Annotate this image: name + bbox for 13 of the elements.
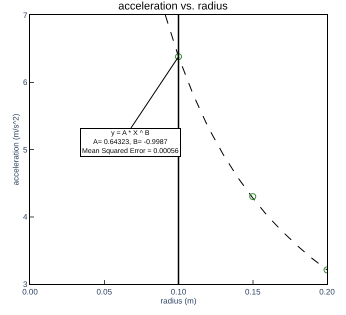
y-tick-label: 4	[22, 212, 28, 222]
y-axis-title: acceleration (m/s^2)	[12, 113, 21, 186]
y-tick-label: 5	[22, 145, 28, 154]
y-tick-label: 3	[22, 280, 28, 289]
x-axis-title: radius (m)	[160, 296, 197, 306]
chart-title: acceleration vs. radius	[118, 0, 228, 12]
x-tick-label: 0.00	[22, 288, 38, 297]
y-tick-label: 6	[22, 78, 28, 88]
x-tick-label: 0.20	[319, 288, 336, 297]
x-tick-label: 0.05	[96, 288, 113, 297]
x-tick-label: 0.10	[170, 288, 187, 297]
x-tick-label: 0.15	[244, 288, 262, 297]
y-tick-label: 7	[22, 10, 28, 20]
